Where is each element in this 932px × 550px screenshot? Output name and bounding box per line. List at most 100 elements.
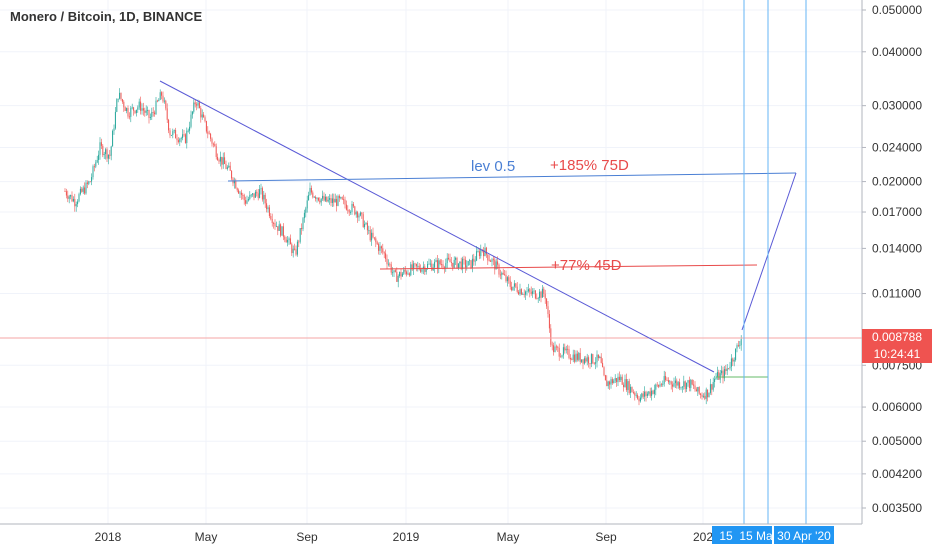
candle (568, 345, 570, 360)
candle-body (399, 272, 401, 276)
candle (226, 165, 228, 171)
candle (698, 386, 700, 395)
candle (145, 105, 147, 116)
candle-body (411, 264, 413, 270)
candle-body (208, 133, 210, 135)
candle (681, 386, 683, 393)
candle (207, 126, 209, 139)
candle (106, 147, 108, 162)
candle (102, 143, 104, 158)
candle-body (394, 270, 396, 272)
candle (642, 390, 644, 399)
candle (267, 205, 269, 213)
candle-body (344, 199, 346, 205)
y-tick-label: 0.011000 (872, 287, 921, 301)
candle-body (256, 191, 258, 194)
candle-body (170, 135, 172, 136)
candle-body (176, 138, 178, 141)
candle (172, 128, 174, 139)
candle-body (100, 142, 102, 146)
candle-body (694, 385, 696, 390)
price-axis[interactable]: 0.050000 0.040000 0.030000 0.024000 0.020000… (861, 0, 922, 524)
candle-body (98, 154, 100, 160)
target-77-line (379, 264, 758, 270)
candle (154, 110, 156, 117)
candle-body (79, 188, 81, 195)
candle (375, 236, 377, 248)
candle-body (529, 289, 531, 292)
candle-body (362, 214, 364, 228)
candle (627, 378, 629, 396)
candle (214, 141, 216, 147)
candle-body (124, 107, 126, 111)
candle (298, 239, 300, 248)
candle-body (618, 376, 620, 380)
candle (137, 105, 139, 113)
candle-body (197, 102, 199, 106)
candle-body (582, 359, 584, 364)
candle (359, 211, 361, 217)
candle (224, 152, 226, 165)
candle-body (732, 358, 734, 362)
time-axis[interactable]: 2018 May Sep 2019 May Sep 202 15 15 Ma 30 Apr '20 (0, 523, 862, 544)
candle-body (595, 362, 597, 364)
candle-body (589, 363, 591, 365)
candle (586, 353, 588, 366)
candle-body (200, 108, 202, 118)
candle (93, 163, 95, 172)
candle-body (403, 269, 405, 274)
candle-body (687, 380, 689, 383)
candle (694, 381, 696, 392)
candle (92, 164, 94, 180)
candle-body (625, 379, 627, 390)
candle (264, 192, 266, 208)
candle (64, 188, 66, 192)
candle-body (126, 108, 128, 111)
candle-body (352, 204, 354, 207)
candle (292, 245, 294, 258)
candle (246, 195, 248, 205)
candle (67, 190, 69, 203)
candle (343, 194, 345, 205)
candle-body (607, 381, 609, 387)
candle (149, 113, 151, 121)
candle (387, 259, 389, 267)
candle (474, 256, 476, 266)
candle (707, 389, 709, 402)
candle (390, 261, 392, 275)
candle-body (116, 99, 118, 112)
candle-body (334, 199, 336, 203)
candle (666, 377, 668, 381)
candle-body (149, 117, 151, 118)
candle (411, 260, 413, 271)
candle (620, 374, 622, 382)
candle-body (576, 353, 578, 360)
candle (294, 243, 296, 251)
candle-body (436, 260, 438, 269)
x-tick-label: 202 (693, 530, 713, 544)
candle (112, 129, 114, 147)
candle (462, 256, 464, 274)
candle (243, 193, 245, 205)
candle (571, 357, 573, 361)
candle (431, 260, 433, 272)
y-tick-label: 0.004200 (872, 467, 922, 481)
candle (513, 280, 515, 291)
candle-body (429, 263, 431, 265)
candle (242, 192, 244, 200)
candle (65, 188, 67, 199)
candle (609, 380, 611, 390)
candle-body (462, 258, 464, 270)
candle-body (651, 390, 653, 396)
candle (148, 109, 150, 124)
candle (554, 341, 556, 353)
candle-body (526, 291, 528, 293)
candle (404, 266, 406, 275)
candle-body (586, 357, 588, 362)
candle (84, 182, 86, 195)
candle-body (106, 149, 108, 159)
candle (105, 147, 107, 160)
candle (501, 271, 503, 280)
candle-body (274, 223, 276, 227)
